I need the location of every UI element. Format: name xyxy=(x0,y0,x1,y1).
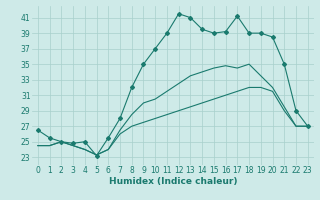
X-axis label: Humidex (Indice chaleur): Humidex (Indice chaleur) xyxy=(108,177,237,186)
